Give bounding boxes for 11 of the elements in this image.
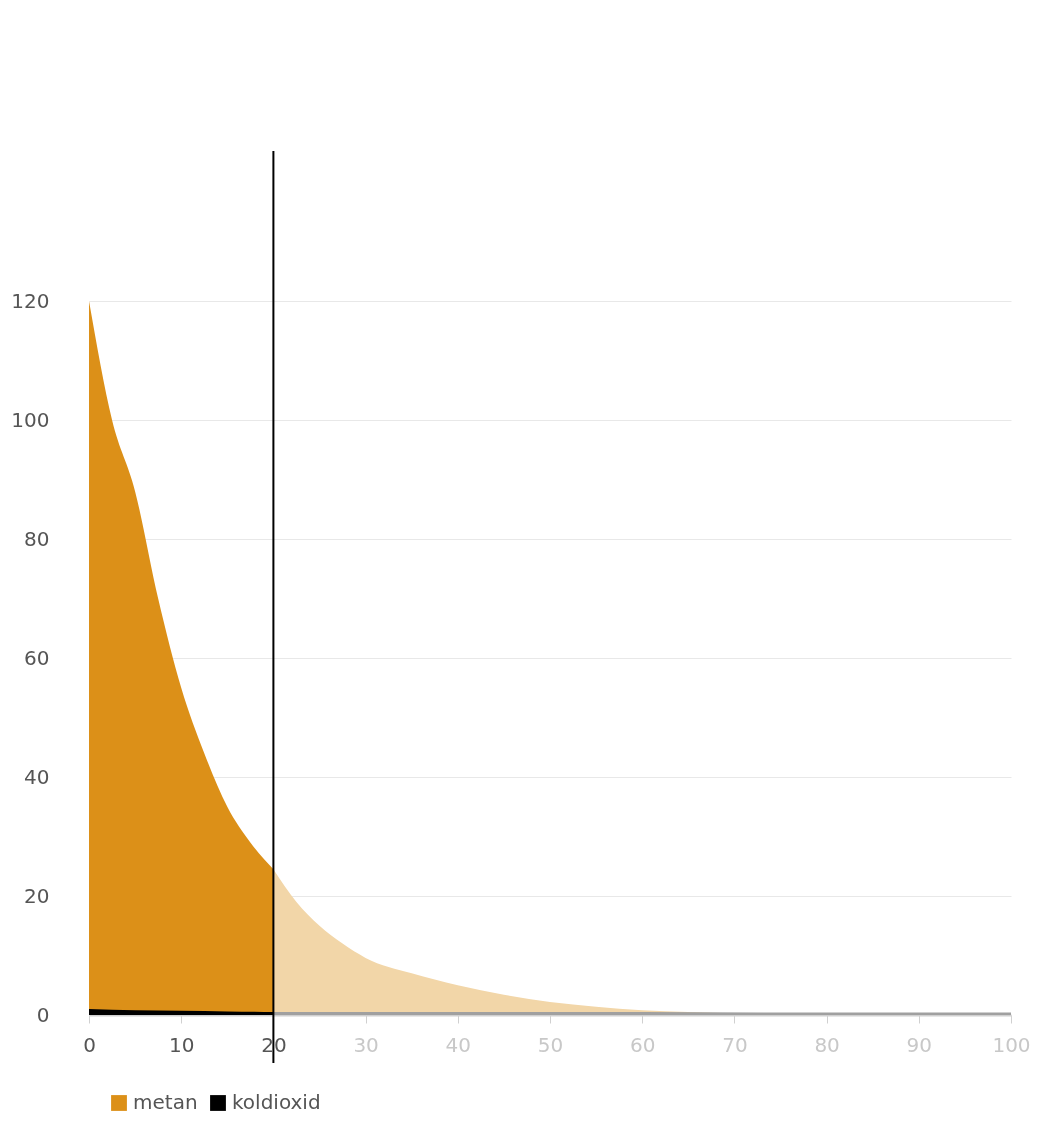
y-tick-label: 40 [24,764,50,789]
legend-label: metan [133,1090,198,1114]
legend-label: koldioxid [232,1090,321,1114]
y-tick-label: 60 [24,645,50,670]
y-tick-label: 20 [24,883,50,908]
y-tick-label: 80 [24,526,50,551]
x-tick-label: 10 [168,1032,195,1057]
y-tick-label: 100 [11,407,50,432]
y-tick-label: 120 [11,288,50,313]
x-tick-label: 0 [83,1032,96,1057]
y-tick-label: 0 [36,1002,50,1027]
